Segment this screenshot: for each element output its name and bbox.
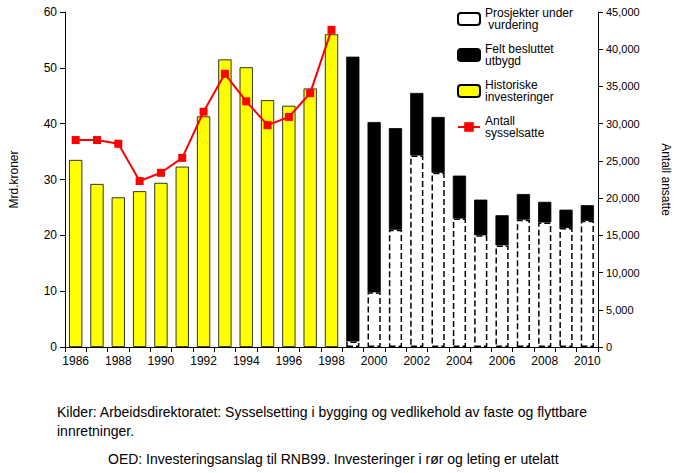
svg-text:15,000: 15,000: [606, 229, 640, 241]
svg-text:2002: 2002: [403, 354, 430, 368]
svg-text:2004: 2004: [446, 354, 473, 368]
svg-text:5,000: 5,000: [606, 304, 634, 316]
svg-text:10: 10: [44, 284, 58, 298]
svg-text:innretninger.: innretninger.: [57, 423, 134, 439]
svg-text:2000: 2000: [361, 354, 388, 368]
svg-text:vurdering: vurdering: [485, 18, 538, 32]
svg-text:1992: 1992: [190, 354, 217, 368]
svg-text:investeringer: investeringer: [485, 90, 554, 104]
svg-text:1996: 1996: [276, 354, 303, 368]
svg-text:1986: 1986: [62, 354, 89, 368]
svg-text:0: 0: [50, 340, 57, 354]
svg-text:sysselsatte: sysselsatte: [485, 126, 545, 140]
svg-text:40: 40: [44, 117, 58, 131]
svg-text:10,000: 10,000: [606, 267, 640, 279]
svg-text:35,000: 35,000: [606, 80, 640, 92]
svg-text:utbygd: utbygd: [485, 54, 521, 68]
svg-text:1988: 1988: [105, 354, 132, 368]
svg-text:Kilder: Arbeidsdirektoratet: S: Kilder: Arbeidsdirektoratet: Sysselsetti…: [57, 404, 591, 420]
svg-text:50: 50: [44, 61, 58, 75]
svg-text:1990: 1990: [148, 354, 175, 368]
svg-text:20,000: 20,000: [606, 192, 640, 204]
svg-text:Prosjekter under: Prosjekter under: [485, 6, 573, 20]
svg-text:2006: 2006: [489, 354, 516, 368]
svg-text:30,000: 30,000: [606, 118, 640, 130]
svg-text:20: 20: [44, 228, 58, 242]
svg-text:60: 60: [44, 5, 58, 19]
svg-text:0: 0: [606, 341, 612, 353]
svg-text:1994: 1994: [233, 354, 260, 368]
svg-text:40,000: 40,000: [606, 43, 640, 55]
svg-text:25,000: 25,000: [606, 155, 640, 167]
svg-text:2008: 2008: [531, 354, 558, 368]
svg-text:2010: 2010: [574, 354, 601, 368]
svg-text:OED: Investeringsanslag til RN: OED: Investeringsanslag til RNB99. Inves…: [108, 451, 559, 467]
svg-text:Antall ansatte: Antall ansatte: [659, 143, 673, 216]
svg-text:Historiske: Historiske: [485, 78, 541, 92]
svg-text:30: 30: [44, 173, 58, 187]
svg-text:1998: 1998: [318, 354, 345, 368]
svg-text:Felt besluttet: Felt besluttet: [485, 42, 557, 56]
svg-text:45,000: 45,000: [606, 6, 640, 18]
svg-text:Mrd.kroner: Mrd.kroner: [7, 150, 21, 208]
svg-text:Antall: Antall: [485, 114, 519, 128]
